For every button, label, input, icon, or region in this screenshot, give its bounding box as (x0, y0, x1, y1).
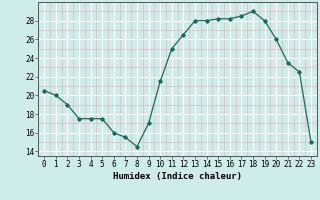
X-axis label: Humidex (Indice chaleur): Humidex (Indice chaleur) (113, 172, 242, 181)
